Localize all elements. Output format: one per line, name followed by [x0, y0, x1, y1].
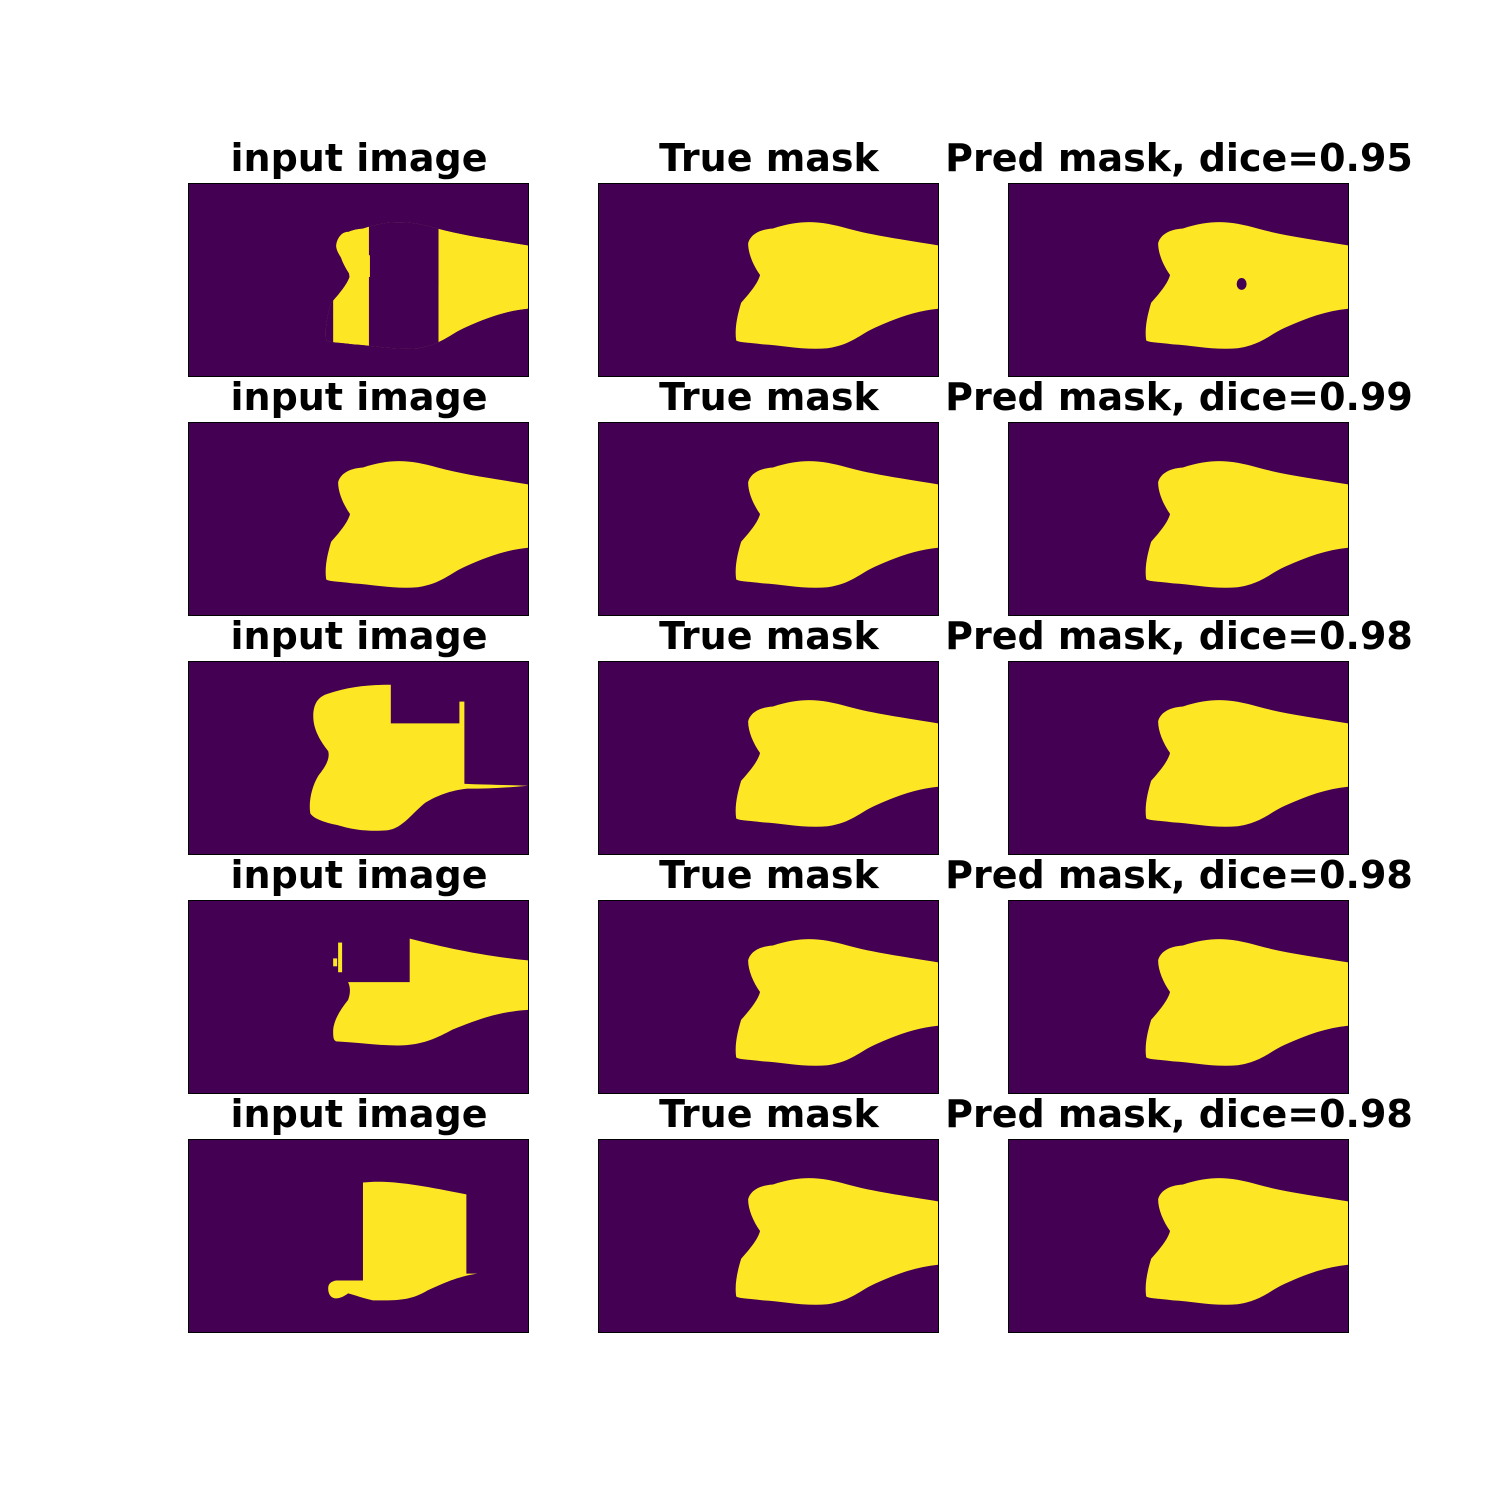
pred-mask-title-row-4: Pred mask, dice=0.98 — [945, 853, 1413, 897]
true-mask-image — [599, 901, 938, 1093]
true-mask-title-row-3: True mask — [659, 614, 879, 658]
true-mask-title-row-2: True mask — [659, 375, 879, 419]
pred-mask-image — [1009, 662, 1348, 854]
input-image-panel-row-4 — [188, 900, 529, 1094]
true-mask-image — [599, 1140, 938, 1332]
pred-mask-panel-row-5 — [1008, 1139, 1349, 1333]
input-image-title-row-5: input image — [230, 1092, 488, 1136]
pred-mask-panel-row-2 — [1008, 422, 1349, 616]
input-image-panel-row-5 — [188, 1139, 529, 1333]
input-image-panel-row-3 — [188, 661, 529, 855]
pred-mask-image — [1009, 901, 1348, 1093]
pred-mask-image — [1009, 423, 1348, 615]
pred-mask-title-row-2: Pred mask, dice=0.99 — [945, 375, 1413, 419]
input-image-panel-row-1 — [188, 183, 529, 377]
pred-mask-panel-row-1 — [1008, 183, 1349, 377]
true-mask-panel-row-1 — [598, 183, 939, 377]
true-mask-image — [599, 184, 938, 376]
true-mask-image — [599, 662, 938, 854]
true-mask-panel-row-3 — [598, 661, 939, 855]
input-image-title-row-4: input image — [230, 853, 488, 897]
true-mask-title-row-1: True mask — [659, 136, 879, 180]
true-mask-image — [599, 423, 938, 615]
input-image-image — [189, 1140, 528, 1332]
input-image-image — [189, 662, 528, 854]
input-image-image — [189, 901, 528, 1093]
pred-mask-title-row-3: Pred mask, dice=0.98 — [945, 614, 1413, 658]
input-image-image — [189, 423, 528, 615]
true-mask-title-row-4: True mask — [659, 853, 879, 897]
input-image-panel-row-2 — [188, 422, 529, 616]
true-mask-panel-row-2 — [598, 422, 939, 616]
pred-mask-title-row-1: Pred mask, dice=0.95 — [945, 136, 1413, 180]
input-image-title-row-1: input image — [230, 136, 488, 180]
pred-mask-image — [1009, 1140, 1348, 1332]
pred-mask-title-row-5: Pred mask, dice=0.98 — [945, 1092, 1413, 1136]
true-mask-title-row-5: True mask — [659, 1092, 879, 1136]
pred-mask-panel-row-4 — [1008, 900, 1349, 1094]
input-image-image — [189, 184, 528, 376]
input-image-title-row-3: input image — [230, 614, 488, 658]
input-image-title-row-2: input image — [230, 375, 488, 419]
true-mask-panel-row-4 — [598, 900, 939, 1094]
pred-mask-panel-row-3 — [1008, 661, 1349, 855]
pred-mask-image — [1009, 184, 1348, 376]
true-mask-panel-row-5 — [598, 1139, 939, 1333]
